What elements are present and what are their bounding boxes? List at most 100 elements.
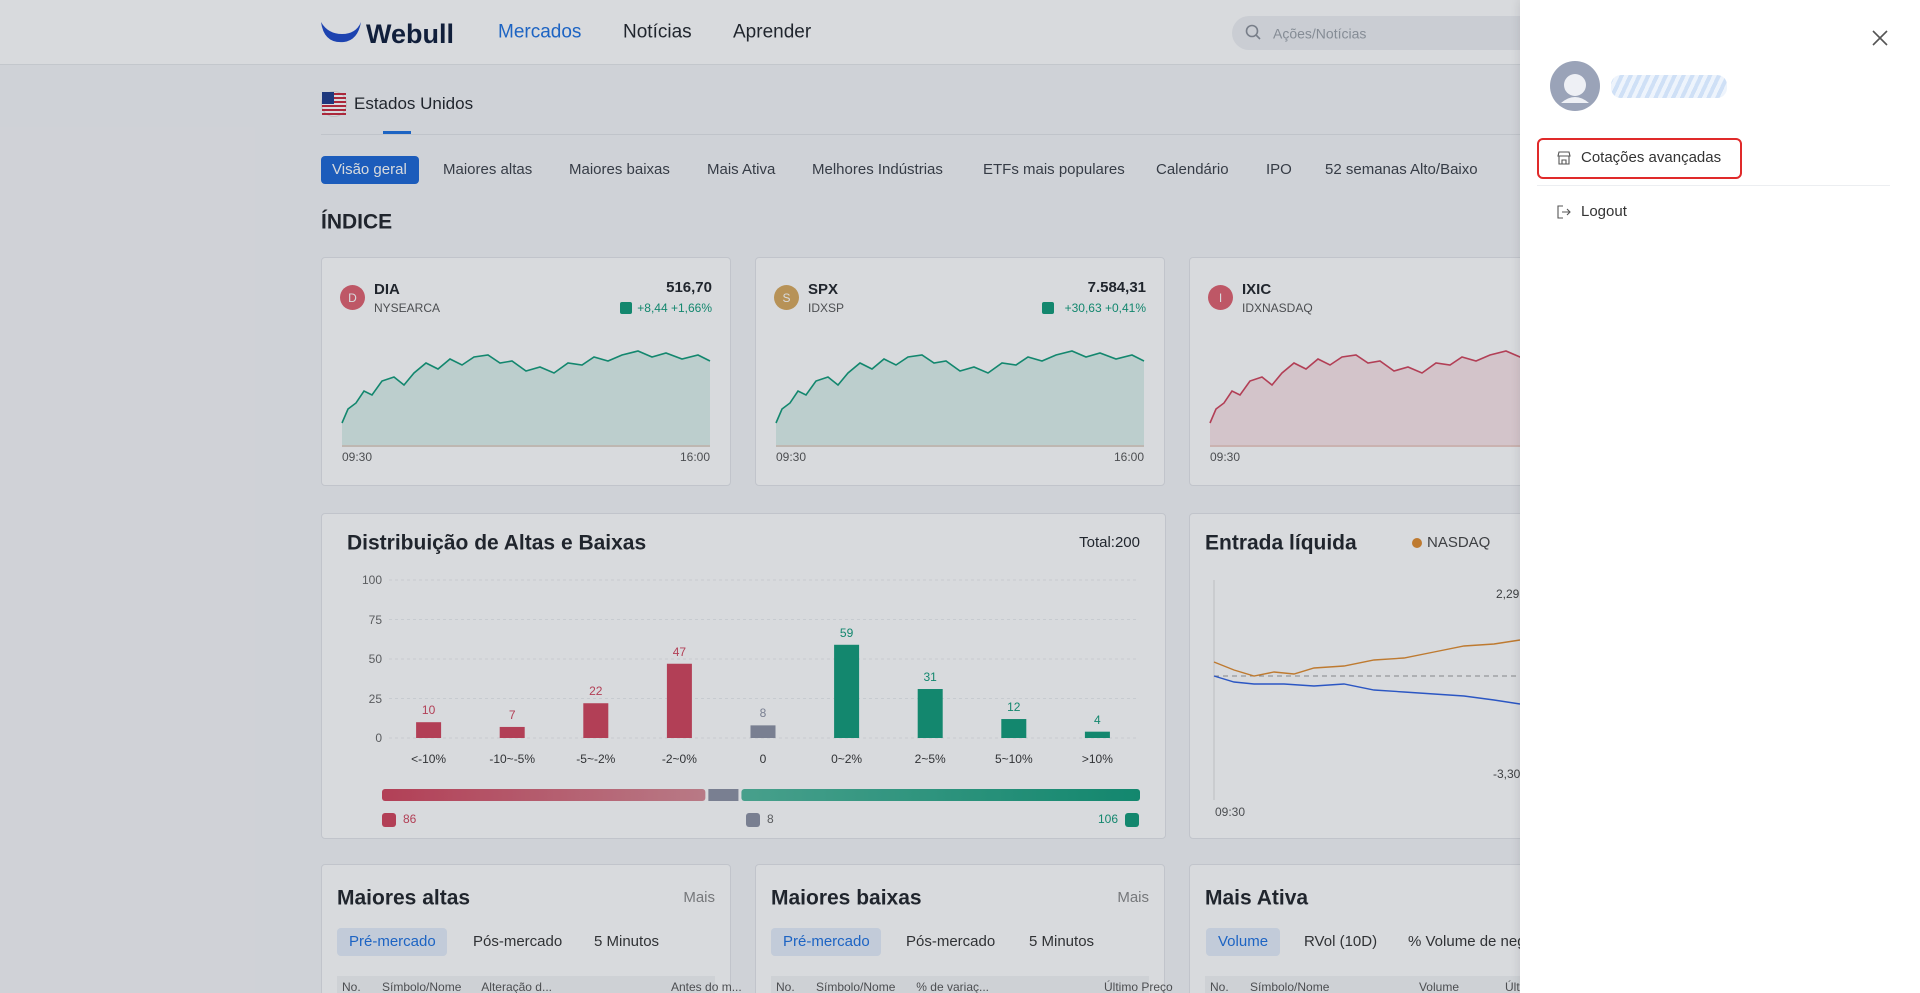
close-button[interactable]	[1872, 30, 1888, 46]
index-logo	[774, 285, 799, 310]
card-title: Maiores baixas	[771, 886, 922, 910]
index-logo	[340, 285, 365, 310]
change-icon	[620, 302, 632, 314]
region-underline	[383, 131, 411, 134]
flag-stripe	[322, 113, 346, 115]
nav-link[interactable]: Mercados	[498, 21, 582, 43]
x-tick-label: 5~10%	[994, 751, 1033, 766]
bar	[666, 663, 692, 738]
divider	[321, 134, 1521, 135]
sparkline	[341, 350, 711, 447]
search-handle	[1255, 34, 1261, 40]
more-link[interactable]: Mais	[1117, 889, 1149, 906]
tab[interactable]: Calendário	[1156, 161, 1229, 178]
y-tick-label: 25	[368, 691, 382, 706]
tab[interactable]: Maiores altas	[443, 161, 533, 178]
x-tick-label: -10~-5%	[489, 751, 536, 766]
column-header: No.	[776, 979, 795, 993]
tab[interactable]: 52 semanas Alto/Baixo	[1325, 161, 1478, 178]
index-letter: S	[782, 290, 791, 305]
time-label: 09:30	[1215, 804, 1246, 819]
table-header-bg	[771, 976, 1149, 993]
tab[interactable]: Melhores Indústrias	[812, 161, 943, 178]
avatar	[1550, 61, 1600, 111]
card-title: Entrada líquida	[1205, 531, 1357, 555]
value-label: 47	[672, 644, 687, 659]
subtab[interactable]: Pós-mercado	[906, 933, 996, 950]
inflow-orange	[1213, 639, 1521, 677]
search-box[interactable]	[1232, 16, 1552, 50]
card-title: Maiores altas	[337, 886, 471, 910]
flag-stripe	[322, 109, 346, 111]
drawer	[1520, 0, 1920, 993]
tab[interactable]: Visão geral	[332, 161, 407, 178]
subtab[interactable]: Pré-mercado	[349, 933, 436, 950]
logout-shape	[1557, 205, 1571, 219]
value-label: 22	[589, 684, 603, 699]
tab[interactable]: ETFs mais populares	[983, 161, 1125, 178]
subtab[interactable]: % Volume de neg	[1408, 933, 1526, 950]
subtab[interactable]: 5 Minutos	[594, 933, 660, 950]
card-title: Distribuição de Altas e Baixas	[347, 531, 647, 555]
index-change: +8,44 +1,66%	[637, 300, 712, 315]
search-placeholder: Ações/Notícias	[1273, 25, 1367, 42]
flag-stripe	[322, 105, 346, 107]
tab[interactable]: Mais Ativa	[707, 161, 776, 178]
y-tick-label: 50	[368, 651, 382, 666]
index-exchange: IDXSP	[808, 300, 845, 315]
spark-area	[1210, 351, 1578, 447]
legend-dot	[1412, 538, 1422, 548]
column-header: No.	[342, 979, 361, 993]
subtab[interactable]: 5 Minutos	[1029, 933, 1095, 950]
column-header: No.	[1210, 979, 1229, 993]
summary-flat	[708, 789, 739, 801]
flat-count: 8	[767, 811, 774, 826]
column-header: Antes do m...	[671, 979, 742, 993]
more-link[interactable]: Mais	[683, 889, 715, 906]
index-logo	[1208, 285, 1233, 310]
index-symbol: IXIC	[1242, 281, 1272, 298]
bar	[750, 725, 776, 738]
logo-text[interactable]: Webull	[366, 18, 455, 49]
up-icon	[1125, 813, 1139, 827]
column-header: Últ	[1505, 979, 1520, 993]
index-price: 516,70	[666, 279, 712, 296]
value-label: 7	[508, 707, 516, 722]
y-tick-label: 100	[361, 572, 382, 587]
nav-link[interactable]: Aprender	[733, 21, 812, 43]
total-label: Total:200	[1079, 534, 1140, 551]
x-tick-label: -2~0%	[661, 751, 697, 766]
menu-item[interactable]: Cotações avançadas	[1581, 149, 1722, 166]
axis-label: -3,30	[1493, 766, 1521, 781]
subtab-active-bg	[1206, 928, 1280, 956]
value-label: 10	[421, 702, 436, 717]
bar	[917, 689, 943, 738]
distribution-card	[321, 513, 1166, 839]
nav-link[interactable]: Notícias	[623, 21, 692, 43]
menu-item[interactable]: Logout	[1581, 203, 1627, 220]
search-icon	[1245, 24, 1261, 40]
section-title: ÍNDICE	[321, 210, 393, 234]
column-header: Alteração d...	[481, 979, 552, 993]
subtab[interactable]: Pós-mercado	[473, 933, 563, 950]
flag-canton	[322, 92, 334, 104]
logo-icon	[321, 22, 361, 43]
sparkline	[775, 350, 1145, 447]
highlight-box	[1537, 138, 1742, 179]
index-exchange: IDXNASDAQ	[1242, 300, 1313, 315]
x-tick-label: >10%	[1081, 751, 1113, 766]
index-symbol: DIA	[374, 281, 400, 298]
y-tick-label: 0	[375, 730, 382, 745]
time-label: 09:30	[342, 449, 373, 464]
subtab[interactable]: Pré-mercado	[783, 933, 870, 950]
store-icon	[1557, 151, 1571, 165]
close-x	[1872, 30, 1888, 46]
tab[interactable]: Maiores baixas	[569, 161, 670, 178]
subtab[interactable]: RVol (10D)	[1304, 933, 1378, 950]
value-label: 4	[1094, 712, 1101, 727]
subtab[interactable]: Volume	[1218, 933, 1269, 950]
tab[interactable]: IPO	[1266, 161, 1292, 178]
table-header-bg	[1205, 976, 1583, 993]
table-header-bg	[337, 976, 715, 993]
